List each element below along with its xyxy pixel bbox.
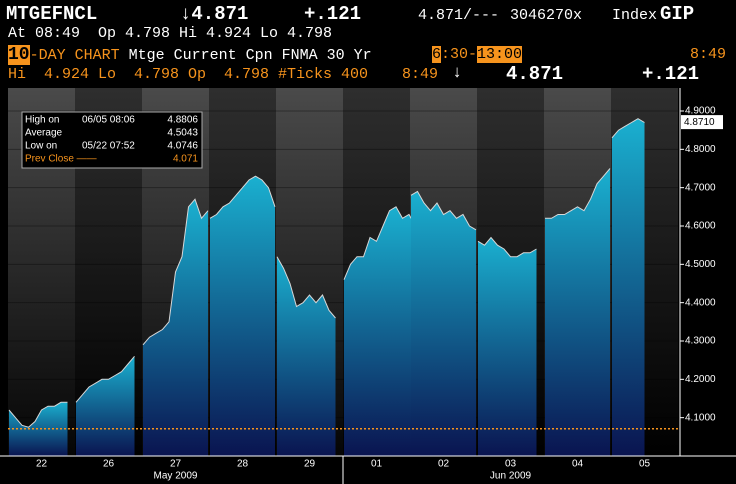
y-tick-label: 4.3000 xyxy=(685,336,716,347)
stats-last: 4.871 xyxy=(506,63,564,85)
price-area xyxy=(612,118,645,456)
chart: 22 26 27 28 29 01 02 03 04 05 4.1000 4.2000 4.3000 4.… xyxy=(0,88,736,484)
stats-arrow: ↓ xyxy=(452,64,463,83)
price-area xyxy=(344,206,416,456)
volume: 3046270x xyxy=(510,7,583,24)
price-line xyxy=(142,198,209,346)
description: Mtge Current Cpn FNMA 30 Yr xyxy=(128,47,372,64)
stats-change: +.121 xyxy=(642,63,700,85)
price-area xyxy=(545,168,610,456)
price-area xyxy=(143,199,208,456)
last-price-label: 4.8710 xyxy=(684,117,715,128)
legend-label: Average xyxy=(25,128,63,139)
last: ↓4.871 xyxy=(180,3,249,25)
x-tick-label: 26 xyxy=(103,459,115,470)
end-min: :00 xyxy=(495,46,523,63)
y-tick-label: 4.2000 xyxy=(685,374,716,385)
period-num: 10 xyxy=(8,45,30,65)
price-line xyxy=(545,168,611,219)
price-area xyxy=(9,402,68,456)
stats-line: Hi 4.924 Lo 4.798 Op 4.798 #Ticks 400 xyxy=(8,66,369,83)
sector: Index xyxy=(612,7,658,24)
function: GIP xyxy=(660,3,695,25)
chart-info: 10-DAY CHART Mtge Current Cpn FNMA 30 Yr xyxy=(8,45,372,66)
legend-label: High on xyxy=(25,115,59,126)
price-area xyxy=(478,237,537,456)
y-tick-label: 4.9000 xyxy=(685,106,716,117)
x-tick-label: 05 xyxy=(639,459,651,470)
end-hour: 13 xyxy=(477,46,496,63)
price-line xyxy=(343,206,416,280)
x-tick-label: 04 xyxy=(572,459,584,470)
price-area xyxy=(411,191,476,456)
price-line xyxy=(8,401,68,428)
x-tick-label: 01 xyxy=(371,459,383,470)
y-tick-label: 4.6000 xyxy=(685,221,716,232)
legend-label: Low on xyxy=(25,141,57,152)
x-tick-label: 28 xyxy=(237,459,249,470)
quote-line: At 08:49 Op 4.798 Hi 4.924 Lo 4.798 xyxy=(8,25,333,42)
price-area xyxy=(76,356,135,456)
legend-value: 4.071 xyxy=(173,154,198,165)
price-area xyxy=(210,176,275,456)
price-line xyxy=(410,190,477,231)
legend-value: 4.0746 xyxy=(167,141,198,152)
period-text: -DAY CHART xyxy=(29,47,120,64)
x-tick-label: 29 xyxy=(304,459,316,470)
x-tick-label: 03 xyxy=(505,459,517,470)
y-tick-label: 4.5000 xyxy=(685,259,716,270)
legend-box xyxy=(21,111,203,169)
price-line xyxy=(611,118,645,139)
month-label: May 2009 xyxy=(154,471,198,482)
month-label: Jun 2009 xyxy=(490,471,532,482)
price-area xyxy=(277,256,336,456)
axis-column xyxy=(678,88,736,456)
time-right: 8:49 xyxy=(690,46,727,63)
price-line xyxy=(477,236,537,258)
legend-value: 4.5043 xyxy=(167,128,198,139)
y-tick-label: 4.8000 xyxy=(685,144,716,155)
last-price-box xyxy=(681,115,723,130)
x-tick-label: 02 xyxy=(438,459,450,470)
start-min: :30- xyxy=(441,46,478,63)
change: +.121 xyxy=(304,3,362,25)
price-line xyxy=(75,355,135,403)
legend-time: 05/22 07:52 xyxy=(82,141,135,152)
price-line xyxy=(209,175,276,219)
bid-ask: 4.871/--- xyxy=(418,7,500,24)
legend-time: 06/05 08:06 xyxy=(82,115,135,126)
x-tick-label: 27 xyxy=(170,459,182,470)
start-hour: 6 xyxy=(432,46,442,63)
x-tick-label: 22 xyxy=(36,459,48,470)
y-tick-label: 4.7000 xyxy=(685,182,716,193)
legend-value: 4.8806 xyxy=(167,115,198,126)
time-range: 6:30-13:00 xyxy=(432,45,523,65)
y-tick-label: 4.4000 xyxy=(685,297,716,308)
ticker: MTGEFNCL xyxy=(6,3,98,25)
price-line xyxy=(276,256,336,319)
y-tick-label: 4.1000 xyxy=(685,412,716,423)
legend-label: Prev Close —— xyxy=(25,154,97,165)
stats-time: 8:49 xyxy=(402,66,439,83)
